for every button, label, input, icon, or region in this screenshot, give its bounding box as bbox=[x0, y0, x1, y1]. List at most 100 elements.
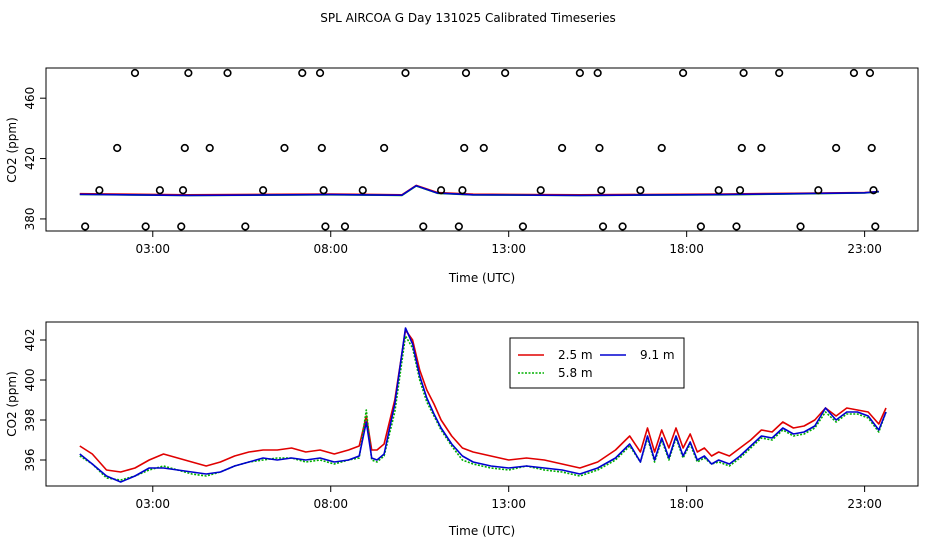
panel-top-point-28 bbox=[460, 143, 469, 153]
legend-label-2: 9.1 m bbox=[640, 348, 675, 362]
panel-top-points bbox=[81, 68, 880, 231]
panel-top-point-10 bbox=[205, 143, 214, 153]
panel-top-point-16 bbox=[315, 68, 325, 78]
panel-top-point-13 bbox=[259, 186, 268, 195]
panel-top-point-36 bbox=[593, 68, 602, 78]
panel-top-point-29 bbox=[461, 68, 471, 78]
panel-top-point-54 bbox=[832, 143, 841, 153]
panel-top-point-49 bbox=[739, 68, 748, 78]
panel-bottom-x-tick-label-1: 08:00 bbox=[313, 497, 348, 511]
panel-top-point-56 bbox=[865, 68, 875, 78]
panel-bottom-y-tick-label-1: 398 bbox=[23, 409, 37, 432]
panel-top-point-7 bbox=[178, 186, 188, 195]
panel-top-point-33 bbox=[536, 186, 545, 195]
panel-top-y-tick-label-2: 460 bbox=[23, 87, 37, 110]
panel-bottom-line: Time (UTC) CO2 (ppm) 03:00 08:00 13:00 18:0… bbox=[5, 321, 919, 538]
panel-top-point-14 bbox=[280, 143, 289, 153]
panel-top-point-35 bbox=[575, 68, 584, 78]
panel-top-point-50 bbox=[757, 143, 766, 153]
panel-top-series-line-2 bbox=[79, 184, 879, 197]
panel-bottom-x-tick-label-2: 13:00 bbox=[491, 497, 526, 511]
panel-top-x-tick-label-0: 03:00 bbox=[135, 242, 170, 256]
panel-top-y-tick-label-0: 380 bbox=[23, 207, 37, 230]
legend-box bbox=[509, 337, 685, 389]
panel-bottom-frame bbox=[45, 321, 919, 487]
panel-bottom-series-line-0 bbox=[79, 329, 887, 473]
panel-bottom-x-tick-label-3: 18:00 bbox=[669, 497, 704, 511]
legend-label-0: 2.5 m bbox=[558, 348, 593, 362]
panel-top-point-20 bbox=[340, 222, 350, 231]
panel-top-y-tick-label-1: 420 bbox=[23, 147, 37, 170]
panel-top-point-32 bbox=[518, 222, 528, 231]
panel-top-point-40 bbox=[618, 222, 627, 231]
panel-bottom-y-ticks: 396 398 400 402 bbox=[23, 329, 46, 472]
panel-top-point-2 bbox=[113, 143, 122, 153]
panel-top-point-55 bbox=[849, 68, 859, 78]
panel-top-ylabel: CO2 (ppm) bbox=[5, 117, 19, 183]
panel-top-point-45 bbox=[714, 186, 723, 195]
panel-top-point-53 bbox=[814, 186, 823, 195]
panel-top-point-22 bbox=[380, 143, 389, 153]
panel-top-point-21 bbox=[358, 186, 367, 195]
panel-bottom-xlabel: Time (UTC) bbox=[448, 524, 515, 538]
panel-top-point-57 bbox=[867, 143, 876, 153]
panel-top-point-38 bbox=[597, 186, 606, 195]
panel-top-x-tick-label-2: 13:00 bbox=[491, 242, 526, 256]
figure-title: SPL AIRCOA G Day 131025 Calibrated Times… bbox=[320, 11, 615, 25]
panel-top-point-17 bbox=[317, 143, 326, 153]
panel-top-point-39 bbox=[598, 222, 608, 231]
panel-top-point-6 bbox=[177, 222, 186, 231]
panel-top-x-tick-label-4: 23:00 bbox=[847, 242, 882, 256]
panel-top-point-4 bbox=[141, 222, 150, 231]
panel-top-point-31 bbox=[501, 68, 510, 78]
panel-top-point-48 bbox=[737, 143, 746, 153]
panel-top-point-24 bbox=[419, 222, 428, 231]
panel-top-point-9 bbox=[184, 68, 193, 78]
legend: 2.5 m 5.8 m 9.1 m bbox=[509, 337, 685, 389]
panel-bottom-ylabel: CO2 (ppm) bbox=[5, 371, 19, 437]
panel-top-point-30 bbox=[479, 143, 488, 153]
panel-top-point-43 bbox=[678, 68, 688, 78]
panel-top-point-42 bbox=[657, 143, 666, 153]
panel-bottom-lines bbox=[79, 327, 887, 483]
panel-top-point-46 bbox=[732, 222, 741, 231]
panel-top-x-tick-label-3: 18:00 bbox=[669, 242, 704, 256]
panel-top-point-5 bbox=[155, 186, 164, 195]
panel-bottom-x-ticks: 03:00 08:00 13:00 18:00 23:00 bbox=[135, 486, 882, 511]
panel-top-y-ticks: 380 420 460 bbox=[23, 87, 46, 230]
panel-top-point-8 bbox=[180, 143, 189, 153]
panel-top-point-26 bbox=[454, 222, 463, 231]
panel-top-point-34 bbox=[557, 143, 567, 153]
panel-bottom-x-tick-label-0: 03:00 bbox=[135, 497, 170, 511]
legend-label-1: 5.8 m bbox=[558, 366, 593, 380]
panel-top-frame bbox=[45, 67, 919, 232]
panel-top-point-23 bbox=[401, 68, 410, 78]
panel-top-point-15 bbox=[298, 68, 307, 78]
panel-top-point-11 bbox=[223, 68, 232, 78]
panel-top-point-0 bbox=[81, 222, 90, 231]
panel-top-point-27 bbox=[458, 186, 467, 195]
panel-bottom-series-line-2 bbox=[79, 327, 887, 483]
panel-top-xlabel: Time (UTC) bbox=[448, 271, 515, 285]
panel-top-scatter: Time (UTC) CO2 (ppm) 03:00 08:00 13:00 18:0… bbox=[5, 67, 919, 285]
panel-top-x-ticks: 03:00 08:00 13:00 18:00 23:00 bbox=[135, 231, 882, 256]
panel-top-point-58 bbox=[869, 186, 878, 195]
panel-bottom-series-line-1 bbox=[79, 335, 887, 481]
panel-top-point-44 bbox=[696, 222, 705, 231]
panel-top-point-59 bbox=[871, 222, 880, 231]
panel-top-point-47 bbox=[735, 186, 745, 195]
panel-top-point-41 bbox=[636, 186, 645, 195]
panel-top-point-18 bbox=[319, 186, 328, 195]
panel-bottom-y-tick-label-2: 400 bbox=[23, 369, 37, 392]
panel-top-point-1 bbox=[95, 186, 104, 195]
panel-top-point-19 bbox=[321, 222, 330, 231]
panel-top-point-12 bbox=[241, 222, 250, 231]
panel-top-point-37 bbox=[595, 143, 604, 153]
panel-top-x-tick-label-1: 08:00 bbox=[313, 242, 348, 256]
panel-bottom-y-tick-label-3: 402 bbox=[23, 329, 37, 352]
panel-bottom-y-tick-label-0: 396 bbox=[23, 449, 37, 472]
panel-top-point-51 bbox=[775, 68, 784, 78]
panel-top-point-3 bbox=[130, 68, 140, 78]
panel-top-lines bbox=[79, 184, 879, 197]
